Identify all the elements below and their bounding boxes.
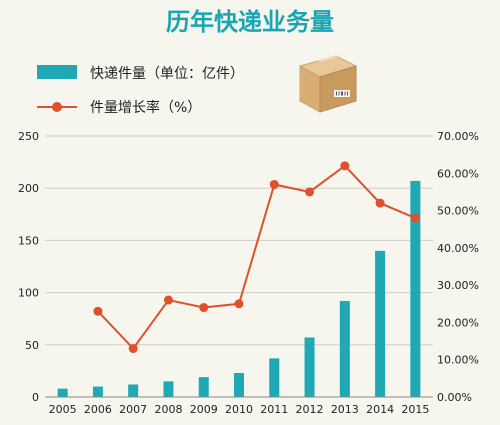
bar [234,372,244,397]
y-right-tick-label: 20.00% [437,316,479,329]
line-point [410,213,420,223]
legend-line-label: 件量增长率（%） [90,99,201,116]
legend-line-marker [52,102,62,112]
bar [198,377,209,397]
bar [375,250,386,397]
line-point [234,299,244,309]
y-left-tick-label: 200 [18,182,39,195]
legend-bar-swatch [37,65,77,79]
x-tick-label: 2012 [296,403,324,416]
y-left-tick-label: 50 [25,339,39,352]
y-right-tick-label: 70.00% [437,130,479,143]
x-tick-label: 2011 [260,403,288,416]
y-right-tick-label: 50.00% [437,205,479,218]
grid-lines [45,135,433,398]
bar [304,337,315,397]
bar [163,381,174,397]
x-tick-label: 2014 [366,403,394,416]
bar [410,180,421,397]
y-right-tick-label: 10.00% [437,354,479,367]
line-point [375,198,385,208]
line-point [340,161,350,171]
bar [128,384,139,397]
axes: 0 50 100 150 200 250 0.00% 10.00% 20.00% 30.00% 40… [18,130,479,416]
legend-bar-label: 快递件量（单位：亿件） [90,66,244,82]
growth-rate-line [97,164,416,351]
package-box-icon [298,55,358,113]
y-right-tick-label: 0.00% [437,391,472,404]
y-right-tick-label: 60.00% [437,167,479,180]
x-tick-label: 2009 [190,403,218,416]
bar [339,300,350,397]
bar-series [57,180,421,397]
line-point [128,344,138,354]
x-tick-label: 2013 [331,403,359,416]
line-point [199,303,209,313]
x-tick-label: 2008 [154,403,182,416]
y-left-tick-label: 0 [32,391,39,404]
bar [57,388,68,397]
chart-title: 历年快递业务量 [166,8,334,36]
x-tick-label: 2015 [401,403,429,416]
y-left-tick-label: 150 [18,234,39,247]
line-point [163,295,173,305]
y-right-tick-label: 40.00% [437,242,479,255]
line-point [93,306,103,316]
y-left-tick-label: 250 [18,130,39,143]
line-point [305,187,315,197]
y-right-tick-label: 30.00% [437,279,479,292]
line-point [269,179,279,189]
line-series [93,161,420,354]
x-tick-label: 2007 [119,403,147,416]
bar [269,358,280,397]
y-left-tick-label: 100 [18,287,39,300]
x-tick-label: 2010 [225,403,253,416]
x-tick-label: 2006 [84,403,112,416]
x-tick-label: 2005 [49,403,77,416]
bar [92,386,103,397]
